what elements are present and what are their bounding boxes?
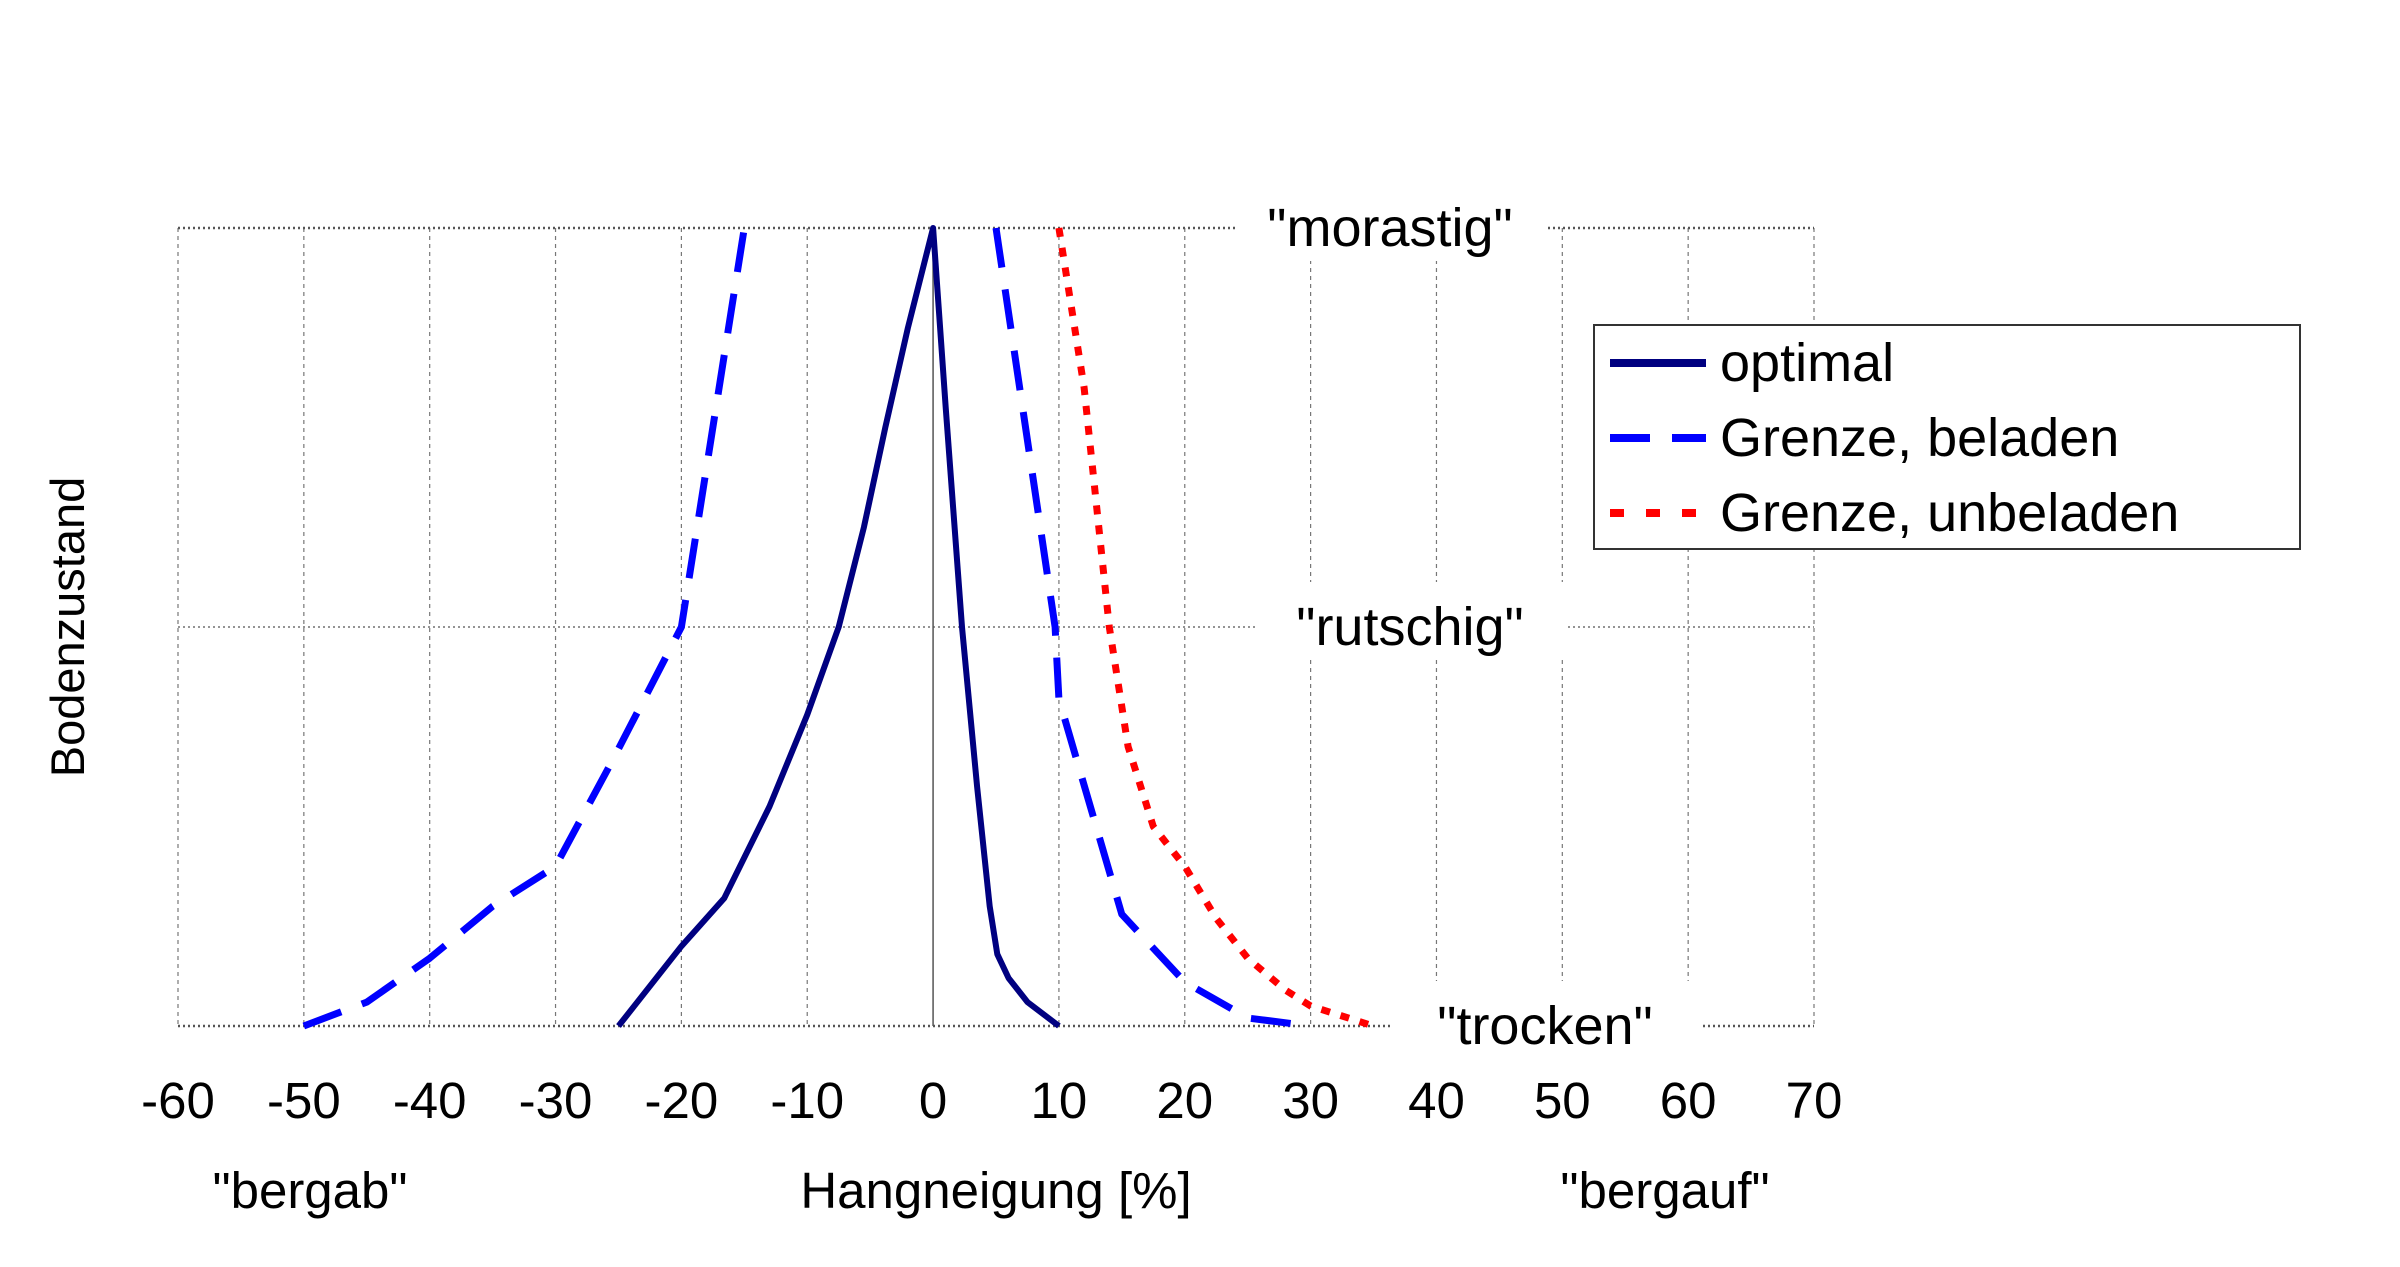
x-tick-label: 50 — [1534, 1072, 1591, 1129]
legend: optimal Grenze, beladen Grenze, unbeladen — [1593, 324, 2301, 550]
x-tick-label: 40 — [1408, 1072, 1465, 1129]
x-tick-label: -30 — [519, 1072, 593, 1129]
legend-label: Grenze, beladen — [1720, 408, 2119, 468]
legend-label: optimal — [1720, 333, 1894, 393]
x-label-left: "bergab" — [212, 1162, 407, 1219]
x-tick-label: 0 — [919, 1072, 947, 1129]
x-tick-label: 10 — [1031, 1072, 1088, 1129]
legend-box — [1593, 324, 2301, 550]
series-line-grenze-beladen — [302, 227, 748, 1030]
y-category-label: "rutschig" — [1296, 597, 1523, 657]
legend-label: Grenze, unbeladen — [1720, 483, 2179, 543]
x-tick-label: -50 — [267, 1072, 341, 1129]
x-tick-label: -10 — [770, 1072, 844, 1129]
x-tick-label: 30 — [1282, 1072, 1339, 1129]
x-tick-label: -20 — [645, 1072, 719, 1129]
label-background — [1235, 183, 1545, 261]
x-tick-label: -40 — [393, 1072, 467, 1129]
x-label-right: "bergauf" — [1560, 1162, 1769, 1219]
x-tick-label: 60 — [1660, 1072, 1717, 1129]
label-background — [1255, 582, 1565, 660]
label-background — [1390, 981, 1700, 1059]
y-category-label: "morastig" — [1267, 198, 1512, 258]
x-tick-label: 20 — [1156, 1072, 1213, 1129]
series-line-grenze-unbeladen — [1055, 227, 1375, 1030]
series-line-optimal — [616, 225, 1061, 1029]
y-category-label: "trocken" — [1437, 996, 1652, 1056]
series-group — [302, 225, 1375, 1030]
y-axis-title: Bodenzustand — [41, 477, 94, 778]
x-tick-label: 70 — [1786, 1072, 1843, 1129]
x-tick-labels: -60 -50 -40 -30 -20 -10 0 10 20 30 40 50 60 70 — [141, 1072, 1842, 1129]
series-line-grenze-beladen — [992, 227, 1312, 1030]
x-axis-title: Hangneigung [%] — [800, 1162, 1191, 1219]
y-category-labels: "trocken" "rutschig" "morastig" — [1235, 183, 1700, 1059]
x-tick-label: -60 — [141, 1072, 215, 1129]
grid — [177, 226, 1815, 1028]
